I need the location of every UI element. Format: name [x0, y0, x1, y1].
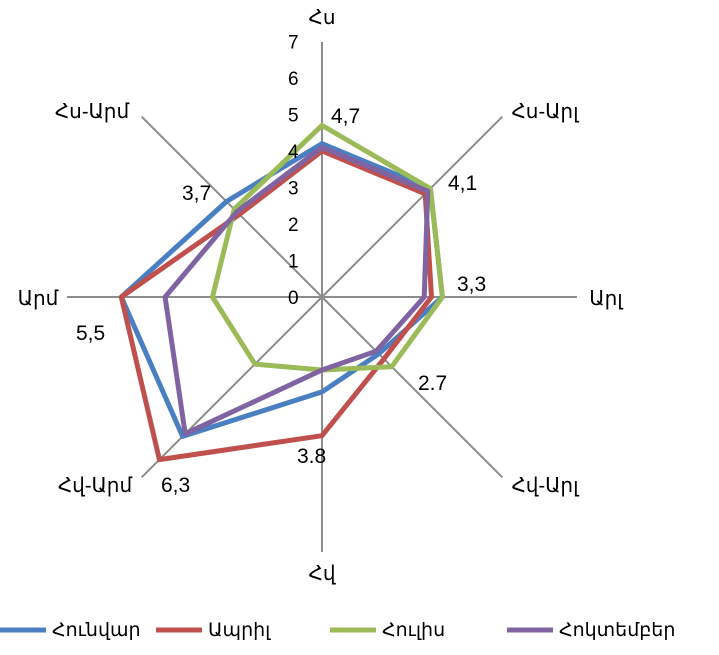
tick-label: 7 [288, 33, 299, 54]
data-labels: 4,7 4,1 3,3 2.7 3.8 6,3 5,5 3,7 [76, 105, 486, 497]
axis-label: Հվ [309, 563, 336, 585]
tick-label: 4 [288, 142, 299, 163]
series-line [210, 122, 445, 373]
series-line [162, 144, 431, 437]
tick-label: 0 [288, 288, 299, 309]
legend-label: Հոկտեմբեր [559, 620, 675, 641]
axis-label: Արլ [589, 288, 624, 310]
tick-label: 5 [288, 106, 299, 127]
tick-label: 1 [288, 252, 299, 273]
data-label: 3.8 [297, 445, 326, 468]
radar-series [118, 122, 445, 463]
axis-label: Հս [309, 7, 336, 29]
axis-label: Հս-Արլ [511, 101, 580, 123]
tick-label: 2 [288, 215, 299, 236]
radar-axes [67, 42, 577, 552]
axis-spoke [321, 296, 504, 479]
legend-item: Հոկտեմբեր [507, 620, 675, 641]
data-label: 5,5 [76, 322, 105, 345]
data-label: 4,7 [331, 105, 360, 128]
axis-label: Հվ-Արլ [511, 475, 580, 497]
data-label: 6,3 [161, 474, 190, 497]
axis-spoke [321, 115, 504, 298]
axis-label: Հս-Արմ [55, 101, 130, 123]
legend-item: Հունվար [0, 620, 141, 641]
data-label: 3,7 [182, 182, 211, 205]
axis-spoke [140, 115, 323, 298]
legend-item: Հուլիս [330, 620, 445, 641]
axis-spoke [140, 296, 323, 479]
legend-label: Հունվար [52, 620, 141, 641]
data-label: 4,1 [448, 172, 477, 195]
axis-label: Հվ-Արմ [58, 475, 133, 497]
tick-label: 3 [288, 179, 299, 200]
legend: Հունվար Ապրիլ Հուլիս Հոկտեմբեր [0, 620, 675, 641]
radial-tick-labels: 0 1 2 3 4 5 6 7 [288, 33, 299, 310]
axis-label: Արմ [18, 288, 59, 310]
data-label: 2.7 [418, 372, 447, 395]
legend-label: Ապրիլ [208, 620, 271, 641]
tick-label: 6 [288, 69, 299, 90]
data-label: 3,3 [457, 273, 486, 296]
axis-labels: Հս Հս-Արլ Արլ Հվ-Արլ Հվ Հվ-Արմ Արմ Հս-Արմ [18, 7, 625, 585]
legend-item: Ապրիլ [156, 620, 271, 641]
legend-label: Հուլիս [382, 620, 445, 641]
